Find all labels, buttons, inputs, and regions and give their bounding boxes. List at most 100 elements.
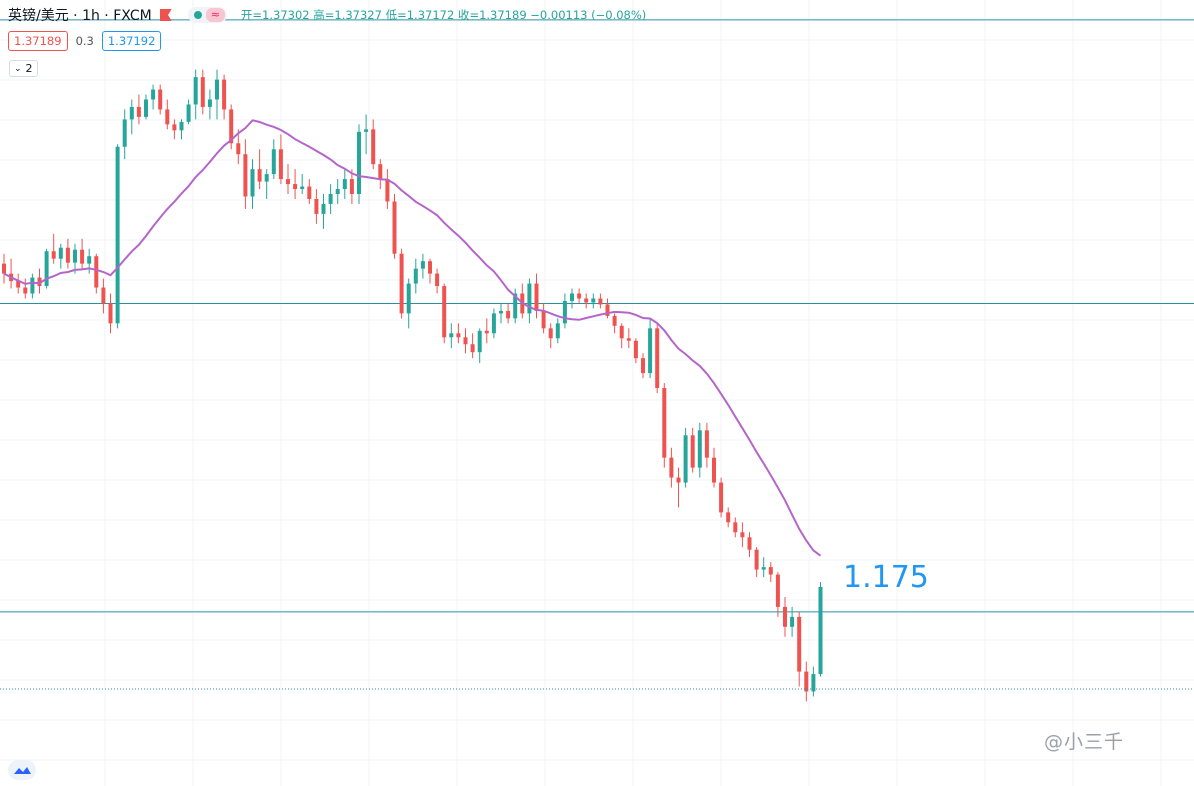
candle-body	[804, 671, 809, 692]
candle-body	[555, 323, 560, 339]
candle-body	[683, 435, 688, 483]
candle-body	[626, 338, 631, 341]
candle-body	[151, 89, 156, 100]
candle-body	[229, 109, 234, 144]
candle-body	[101, 287, 106, 304]
candle-body	[726, 512, 731, 523]
candle-body	[484, 330, 489, 334]
candle-body	[172, 124, 177, 131]
candle-body	[215, 79, 219, 100]
candle-body	[186, 104, 191, 122]
candle-body	[619, 325, 624, 339]
tradingview-logo[interactable]	[8, 760, 36, 780]
candle-body	[349, 179, 354, 195]
candle-body	[286, 179, 290, 185]
candle-body	[754, 549, 759, 570]
candle-body	[818, 587, 823, 675]
flag-icon[interactable]	[159, 9, 172, 21]
candle-body	[222, 79, 227, 110]
candle-body	[428, 261, 432, 274]
candle-body	[697, 430, 702, 468]
candle-body	[783, 606, 787, 627]
ohlc-readout: 开=1.37302 高=1.37327 低=1.37172 收=1.37189 …	[240, 8, 647, 22]
level-label: 1.175	[843, 560, 929, 595]
candle-body	[58, 247, 63, 259]
candle-body	[87, 256, 92, 264]
candle-body	[129, 106, 134, 120]
candle-body	[548, 328, 553, 339]
candle-body	[293, 184, 298, 190]
candle-body	[768, 567, 773, 575]
candle-body	[598, 298, 603, 305]
chart-header: 英镑/美元 · 1h · FXCM ≈ 开=1.37302 高=1.37327 …	[8, 5, 646, 25]
market-status[interactable]: ≈	[187, 7, 227, 23]
spread-value: 0.3	[75, 34, 94, 48]
candle-body	[94, 256, 99, 288]
candle-body	[271, 149, 276, 175]
candle-body	[307, 186, 312, 199]
symbol-title[interactable]: 英镑/美元 · 1h · FXCM	[8, 8, 152, 24]
candle-body	[115, 146, 120, 324]
approx-icon: ≈	[205, 8, 225, 22]
candle-body	[577, 293, 582, 299]
candle-body	[690, 435, 695, 468]
candle-body	[44, 251, 49, 287]
candle-body	[513, 293, 518, 319]
candle-body	[80, 249, 85, 264]
candle-body	[73, 249, 77, 263]
candle-body	[236, 143, 241, 155]
candle-body	[655, 328, 660, 389]
candle-body	[633, 340, 638, 359]
candle-body	[648, 328, 653, 374]
candle-body	[641, 358, 645, 374]
candle-body	[491, 313, 496, 334]
candle-body	[612, 315, 617, 326]
candle-body	[200, 77, 205, 107]
candle-body	[321, 203, 326, 214]
candle-body	[371, 129, 376, 165]
candle-body	[463, 337, 468, 345]
candle-body	[328, 194, 333, 204]
indicator-count: 2	[25, 62, 33, 75]
candle-body	[158, 89, 163, 110]
candle-body	[23, 287, 28, 294]
candle-body	[712, 457, 716, 483]
candle-body	[534, 283, 539, 311]
chevron-down-icon: ⌄	[14, 63, 22, 74]
candle-body	[335, 189, 340, 195]
candle-body	[108, 303, 113, 324]
candle-body	[243, 154, 248, 197]
candle-body	[676, 477, 681, 483]
candle-body	[300, 186, 305, 190]
candle-body	[797, 616, 802, 672]
candle-body	[761, 567, 766, 570]
candle-body	[470, 344, 475, 353]
candle-body	[264, 174, 269, 182]
candle-body	[477, 330, 482, 353]
candle-body	[37, 277, 42, 287]
candle-body	[278, 149, 283, 180]
candle-body	[669, 457, 674, 478]
logo-icon	[14, 767, 31, 774]
candle-body	[719, 482, 724, 513]
candle-body	[207, 99, 212, 107]
candle-body	[456, 333, 461, 338]
candle-body	[122, 119, 127, 147]
candle-body	[704, 430, 709, 458]
candle-body	[2, 263, 6, 274]
candle-body	[30, 277, 35, 294]
candle-body	[314, 198, 319, 214]
candle-body	[257, 169, 262, 182]
candle-body	[16, 281, 21, 288]
ask-price[interactable]: 1.37192	[101, 31, 162, 51]
indicators-toggle-button[interactable]: ⌄ 2	[9, 60, 38, 77]
candle-body	[527, 283, 532, 314]
candle-body	[811, 674, 816, 692]
candle-body	[662, 388, 667, 458]
bid-price[interactable]: 1.37189	[8, 31, 68, 51]
candle-body	[562, 300, 567, 324]
candle-body	[413, 268, 418, 284]
